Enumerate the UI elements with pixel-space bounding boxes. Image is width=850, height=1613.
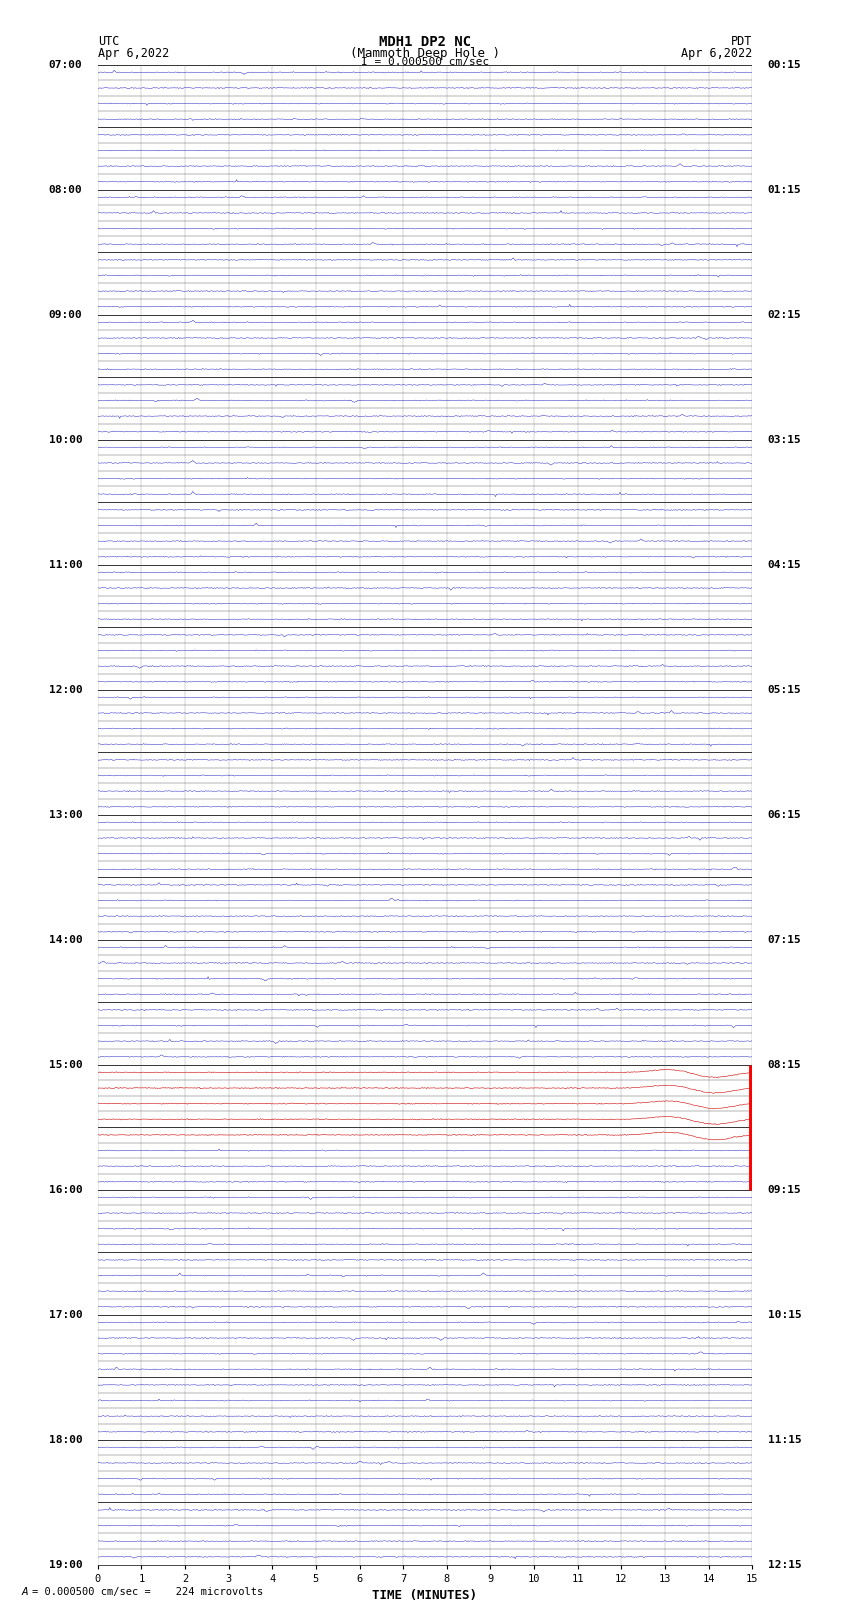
Text: 19:00: 19:00 xyxy=(48,1560,82,1569)
Text: Apr 6,2022: Apr 6,2022 xyxy=(98,47,169,60)
Text: A: A xyxy=(21,1587,28,1597)
Text: 13:00: 13:00 xyxy=(48,810,82,819)
Text: 09:00: 09:00 xyxy=(48,310,82,319)
Text: PDT: PDT xyxy=(731,35,752,48)
Text: 16:00: 16:00 xyxy=(48,1184,82,1195)
Text: = 0.000500 cm/sec =    224 microvolts: = 0.000500 cm/sec = 224 microvolts xyxy=(32,1587,264,1597)
Text: 11:15: 11:15 xyxy=(768,1434,802,1445)
Text: 07:00: 07:00 xyxy=(48,60,82,69)
Text: 05:15: 05:15 xyxy=(768,684,802,695)
Text: 00:15: 00:15 xyxy=(768,60,802,69)
Text: 04:15: 04:15 xyxy=(768,560,802,569)
Text: 07:15: 07:15 xyxy=(768,934,802,945)
Text: I = 0.000500 cm/sec: I = 0.000500 cm/sec xyxy=(361,58,489,68)
Text: Apr 6,2022: Apr 6,2022 xyxy=(681,47,752,60)
Text: 09:15: 09:15 xyxy=(768,1184,802,1195)
Text: 17:00: 17:00 xyxy=(48,1310,82,1319)
Text: 12:15: 12:15 xyxy=(768,1560,802,1569)
Text: 01:15: 01:15 xyxy=(768,184,802,195)
Text: 10:15: 10:15 xyxy=(768,1310,802,1319)
Text: 10:00: 10:00 xyxy=(48,434,82,445)
Text: MDH1 DP2 NC: MDH1 DP2 NC xyxy=(379,35,471,50)
Text: 03:15: 03:15 xyxy=(768,434,802,445)
Text: 08:15: 08:15 xyxy=(768,1060,802,1069)
Text: 02:15: 02:15 xyxy=(768,310,802,319)
Text: UTC: UTC xyxy=(98,35,119,48)
X-axis label: TIME (MINUTES): TIME (MINUTES) xyxy=(372,1589,478,1602)
Text: 08:00: 08:00 xyxy=(48,184,82,195)
Text: 11:00: 11:00 xyxy=(48,560,82,569)
Text: 15:00: 15:00 xyxy=(48,1060,82,1069)
Text: 06:15: 06:15 xyxy=(768,810,802,819)
Text: (Mammoth Deep Hole ): (Mammoth Deep Hole ) xyxy=(350,47,500,60)
Text: 18:00: 18:00 xyxy=(48,1434,82,1445)
Text: 14:00: 14:00 xyxy=(48,934,82,945)
Text: 12:00: 12:00 xyxy=(48,684,82,695)
